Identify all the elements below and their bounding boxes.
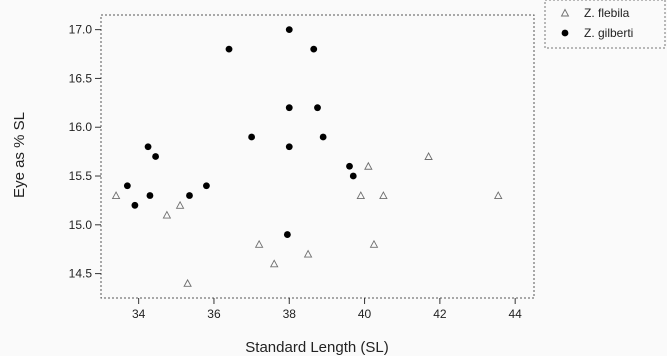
point-z-flebila xyxy=(493,191,503,199)
point-z-gilberti xyxy=(146,192,154,199)
point-z-flebila xyxy=(162,210,172,219)
y-tick-label: 15.5 xyxy=(69,169,93,183)
legend-marker-z-flebila xyxy=(560,8,570,17)
x-tick-label: 38 xyxy=(283,307,297,321)
point-z-flebila xyxy=(175,200,185,209)
point-z-flebila xyxy=(379,191,388,199)
y-tick-label: 15.0 xyxy=(69,218,93,232)
point-z-flebila xyxy=(183,278,192,287)
y-tick-label: 16.5 xyxy=(69,71,93,85)
point-z-flebila xyxy=(356,191,366,199)
point-z-gilberti xyxy=(131,201,139,209)
point-z-flebila xyxy=(303,249,313,258)
point-z-gilberti xyxy=(144,143,152,151)
point-z-gilberti xyxy=(310,45,318,53)
y-tick-label: 17.0 xyxy=(69,23,93,37)
y-axis-label: Eye as % SL xyxy=(11,112,28,198)
y-axis: 14.5 15.0 15.5 16.0 16.5 17.0 xyxy=(69,23,101,281)
point-z-gilberti xyxy=(285,104,293,112)
point-z-gilberti xyxy=(285,26,293,34)
y-tick-label: 16.0 xyxy=(69,120,93,134)
point-z-gilberti xyxy=(152,153,159,160)
point-z-gilberti xyxy=(248,133,256,141)
point-z-gilberti xyxy=(225,45,233,53)
point-z-gilberti xyxy=(283,231,291,238)
x-tick-label: 40 xyxy=(358,307,372,321)
point-z-gilberti xyxy=(186,192,193,199)
x-tick-label: 42 xyxy=(433,307,447,321)
point-z-flebila xyxy=(424,152,433,160)
point-z-flebila xyxy=(269,259,279,268)
legend-label-z-flebila: Z. flebila xyxy=(584,6,630,20)
point-z-flebila xyxy=(111,191,121,199)
plot-frame xyxy=(100,14,535,299)
legend-marker-z-gilberti xyxy=(561,29,569,37)
point-z-gilberti xyxy=(285,143,293,151)
point-z-gilberti xyxy=(123,182,131,190)
point-z-gilberti xyxy=(203,182,210,190)
x-axis: 34 36 38 40 42 44 xyxy=(132,298,522,321)
x-tick-label: 44 xyxy=(508,307,522,321)
point-z-flebila xyxy=(369,239,379,248)
legend-box xyxy=(544,0,666,49)
x-tick-label: 34 xyxy=(132,307,146,321)
y-tick-label: 14.5 xyxy=(69,267,93,281)
legend: Z. flebila Z. gilberti xyxy=(544,0,666,49)
point-z-gilberti xyxy=(314,104,321,112)
point-z-gilberti xyxy=(346,162,353,170)
point-z-gilberti xyxy=(349,172,357,180)
legend-label-z-gilberti: Z. gilberti xyxy=(584,26,633,40)
x-axis-label: Standard Length (SL) xyxy=(245,339,388,356)
point-z-flebila xyxy=(254,239,264,248)
point-z-flebila xyxy=(364,161,373,170)
data-points xyxy=(111,26,503,287)
point-z-gilberti xyxy=(319,133,327,141)
x-tick-label: 36 xyxy=(207,307,221,321)
